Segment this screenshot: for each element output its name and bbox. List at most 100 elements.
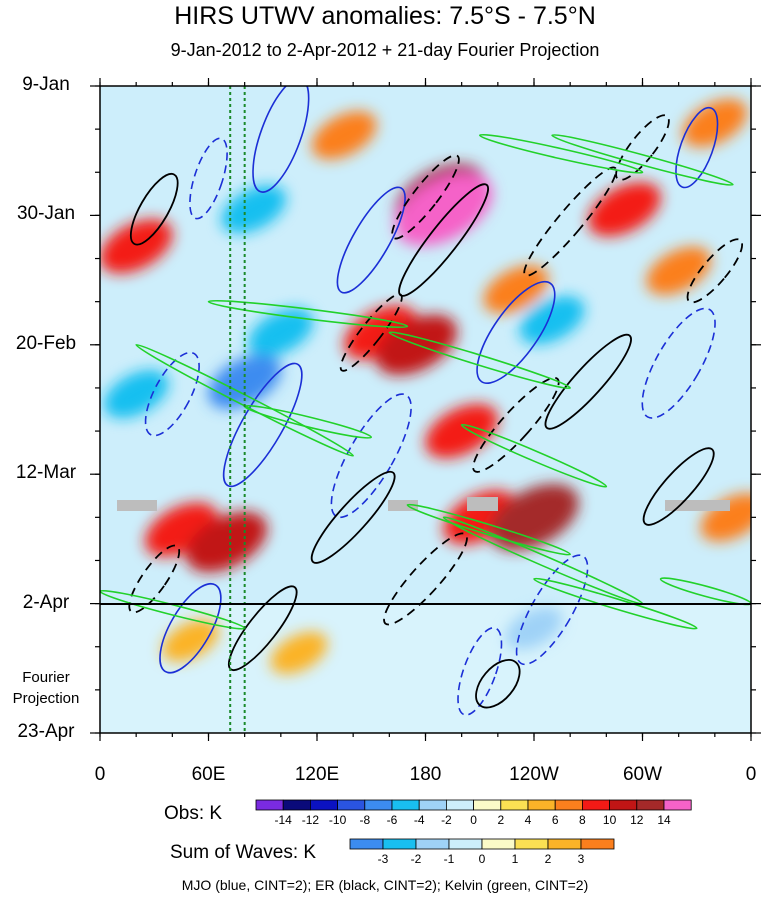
obs-colorbar-swatch [473,799,502,811]
obs-colorbar-tick-label: 4 [525,813,532,827]
obs-colorbar-tick-label: -4 [414,813,425,827]
obs-colorbar-swatch [391,799,420,811]
x-tick-label: 0 [745,764,757,785]
er-contour [339,293,403,372]
anomaly-blob [425,403,499,459]
waves-colorbar-tick-label: 0 [479,852,486,866]
anomaly-blob [505,607,563,650]
anomaly-blob [103,370,169,419]
mjo-contour [641,307,716,419]
y-tick-label: 2-Apr [22,591,70,613]
er-contour [472,376,560,473]
chart-title: HIRS UTWV anomalies: 7.5°S - 7.5°N [174,2,596,30]
y-tick-label: 12-Mar [15,462,77,484]
obs-colorbar-swatch [527,799,556,811]
mjo-contour [476,280,556,385]
waves-colorbar-swatch [382,838,417,850]
y-tick-label: 30-Jan [16,203,76,225]
obs-colorbar-tick-label: 8 [579,813,586,827]
missing-data-box [467,497,498,511]
waves-colorbar-label: Sum of Waves: K [170,842,317,863]
kelvin-contour [388,331,571,390]
obs-colorbar-tick-label: 12 [630,813,644,827]
y-tick-label: 9-Jan [22,74,70,95]
kelvin-contour [406,503,571,556]
anomaly-blob [682,98,748,148]
kelvin-contour [533,577,698,630]
chart-subtitle: 9-Jan-2012 to 2-Apr-2012 + 21-day Fourie… [170,40,600,60]
anomaly-blob [185,511,268,573]
missing-data-box [665,500,730,511]
obs-colorbar-swatch [663,799,692,811]
mjo-contour [159,583,222,674]
axis-ticks [90,78,761,741]
kelvin-contour [460,423,608,488]
anomaly-blob [270,631,328,674]
obs-colorbar-tick-label: -12 [302,813,320,827]
obs-colorbar-swatch [418,799,447,811]
waves-colorbar-swatch [580,838,615,850]
kelvin-contour [135,343,354,457]
colorbars: -14 -12 -10 -8 -6 -4 -2 0 2 4 6 8 10 12 14-3 -2 -1 0 1 2 3 [255,799,692,866]
obs-colorbar-tick-label: -6 [387,813,398,827]
obs-colorbar-swatch [309,799,338,811]
anomaly-blob [311,111,377,160]
y-tick-label: 23-Apr [17,721,75,742]
anomaly-blob [162,619,219,662]
mjo-contour [457,627,503,716]
er-contour [475,659,521,709]
anomaly-blob [394,172,493,246]
x-tick-label: 120W [509,764,559,785]
mjo-contour [222,362,303,488]
obs-colorbar-tick-label: -10 [329,813,347,827]
waves-colorbar-tick-label: -3 [378,852,389,866]
obs-colorbar-label: Obs: K [164,803,223,824]
x-tick-label: 60W [622,764,663,785]
missing-data-box [388,500,418,511]
er-contour [310,470,396,564]
obs-colorbar-tick-label: 2 [497,813,504,827]
kelvin-contour [207,299,409,329]
missing-data-boxes [117,497,730,511]
waves-colorbar-tick-label: 1 [512,852,519,866]
kelvin-contour [551,134,734,186]
mjo-contour [675,106,719,189]
obs-colorbar-swatch [255,799,284,811]
anomaly-blob [221,185,287,234]
obs-colorbar-tick-label: 10 [603,813,617,827]
mjo-contour [252,86,310,193]
missing-data-box [117,500,157,511]
obs-colorbar-swatch [636,799,665,811]
obs-colorbar-tick-label: 14 [657,813,671,827]
anomaly-blob [587,182,661,237]
obs-colorbar-swatch [554,799,583,811]
obs-colorbar-tick-label: 0 [470,813,477,827]
anomaly-blob [248,308,314,357]
obs-colorbar-swatch [282,799,311,811]
kelvin-contour [659,577,751,606]
er-contour [544,333,632,430]
obs-colorbar-swatch [609,799,638,811]
kelvin-contour [478,133,644,174]
y-tick-label: 20-Feb [15,332,77,354]
er-contour [523,166,617,277]
obs-colorbar-swatch [445,799,474,811]
anomaly-blob [519,296,585,345]
obs-colorbar-swatch [364,799,393,811]
er-contour [686,238,744,304]
anomaly-field [100,98,751,674]
obs-colorbar-swatch [500,799,529,811]
waves-colorbar-tick-label: 3 [578,852,585,866]
obs-colorbar-tick-label: -14 [275,813,293,827]
er-contour [128,544,181,614]
waves-colorbar-swatch [547,838,582,850]
waves-colorbar-swatch [349,838,384,850]
waves-colorbar-tick-label: 2 [545,852,552,866]
x-tick-label: 120E [294,764,340,785]
obs-colorbar-tick-label: 6 [552,813,559,827]
projection-label: Fourier Projection [0,667,92,709]
obs-colorbar-tick-label: -8 [359,813,370,827]
waves-colorbar-tick-label: -2 [411,852,422,866]
waves-colorbar-swatch [448,838,483,850]
